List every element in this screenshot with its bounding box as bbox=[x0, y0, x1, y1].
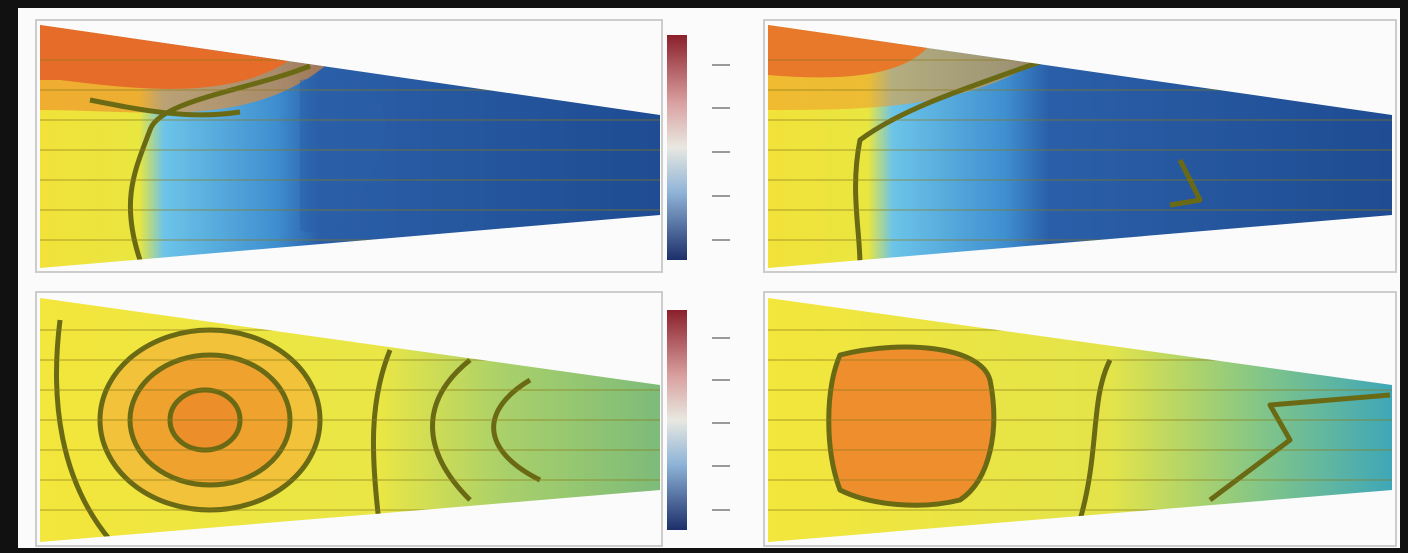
panel-frames bbox=[35, 19, 1397, 547]
colorbar bbox=[667, 35, 687, 260]
colorbar-ticks bbox=[712, 64, 730, 511]
colorbar bbox=[667, 310, 687, 530]
